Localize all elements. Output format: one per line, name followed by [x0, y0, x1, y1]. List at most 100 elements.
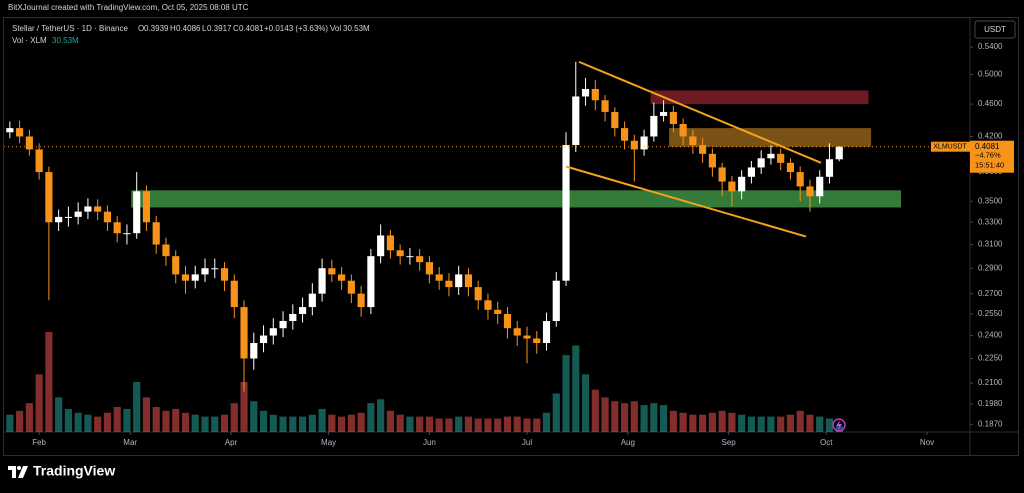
volume-bar — [777, 416, 785, 432]
candle-body — [767, 153, 775, 159]
candle-body — [250, 343, 258, 359]
zone — [650, 90, 869, 105]
ohlc-value: 0.4086 — [176, 24, 201, 33]
candle-body — [484, 300, 492, 310]
ohlc-label: L — [202, 24, 207, 33]
candle-body — [669, 111, 677, 124]
y-tick-label: 0.3100 — [978, 240, 1003, 249]
candle-body — [562, 145, 570, 281]
zone — [131, 190, 902, 208]
volume-bar — [367, 403, 375, 432]
volume-bar — [630, 401, 638, 432]
candle-body — [757, 158, 765, 168]
candle-body — [16, 128, 24, 137]
volume-bar — [445, 418, 453, 432]
volume-bar — [347, 414, 355, 432]
x-tick-label: Jul — [522, 438, 532, 447]
candle-body — [620, 128, 629, 141]
ohlc-value: 0.3917 — [207, 24, 232, 33]
x-tick-label: Nov — [920, 438, 934, 447]
volume-bar — [572, 345, 580, 432]
volume-bar — [796, 410, 804, 432]
volume-bar — [308, 414, 316, 432]
volume-bar — [201, 416, 209, 432]
volume-bar — [650, 403, 658, 432]
volume-bar — [113, 407, 121, 432]
lightning-bolt — [836, 420, 842, 430]
volume-bar — [318, 408, 326, 432]
candle-body — [630, 140, 638, 150]
currency[interactable]: USDT — [984, 25, 1006, 34]
volume-bar — [16, 410, 24, 432]
candle-body — [708, 153, 716, 168]
volume-bar — [747, 416, 755, 432]
candle-body — [386, 235, 394, 251]
candle-body — [298, 307, 307, 314]
candle-body — [230, 280, 238, 308]
candle-body — [738, 176, 746, 192]
volume-bar — [640, 405, 648, 432]
candle-body — [777, 153, 785, 163]
candle-body — [513, 328, 521, 336]
x-tick-label: Jun — [423, 438, 436, 447]
volume-bar — [230, 403, 238, 432]
volume-bar — [484, 418, 492, 432]
volume-bar — [103, 412, 112, 432]
volume-bar — [581, 374, 590, 432]
lightning-icon[interactable] — [832, 418, 846, 432]
volume-bar — [611, 401, 619, 432]
candle-body — [796, 172, 804, 187]
volume-bar — [786, 414, 795, 432]
candle-body — [825, 159, 834, 177]
candle-body — [133, 191, 141, 234]
trend-line — [578, 60, 822, 164]
ohlc-value: 0.3939 — [144, 24, 169, 33]
volume-bar — [425, 416, 433, 432]
volume-bar — [503, 416, 512, 432]
volume-bar — [523, 418, 531, 432]
volume-bar — [25, 403, 33, 432]
price-tag-symbol: XLMUSDT — [933, 144, 967, 151]
x-tick-label: Feb — [32, 438, 46, 447]
volume-bar — [738, 414, 746, 432]
x-tick-label: May — [321, 438, 336, 447]
volume-bar — [338, 416, 346, 432]
volume-bar — [806, 414, 814, 432]
candle-body — [728, 181, 736, 192]
volume-bar — [279, 416, 287, 432]
candle-body — [806, 186, 814, 197]
y-tick-label: 0.1980 — [978, 399, 1003, 408]
candle-body — [328, 268, 336, 275]
currency-box[interactable] — [974, 20, 1016, 39]
candle-body — [650, 115, 658, 137]
volume-bar — [718, 410, 726, 432]
candle-body — [523, 335, 531, 339]
candle-body — [747, 167, 755, 177]
candle-body — [494, 309, 502, 314]
candle-body — [289, 313, 297, 322]
volume-bar — [386, 410, 394, 432]
volume-bar — [123, 408, 131, 432]
candle-body — [396, 250, 404, 257]
candle-body — [338, 274, 346, 281]
volume-name: Vol · XLM — [12, 36, 47, 45]
candle-body — [640, 136, 648, 150]
candle-body — [35, 149, 43, 173]
candle-body — [279, 321, 287, 329]
candle-body — [103, 211, 112, 223]
candle-body — [786, 162, 795, 173]
candle-body — [816, 176, 824, 197]
volume-bar — [474, 418, 482, 432]
candle-body — [162, 244, 170, 257]
volume-bar — [45, 332, 53, 432]
candle-body — [601, 100, 609, 112]
candle-body — [425, 262, 433, 275]
y-tick-label: 0.4600 — [978, 99, 1003, 108]
volume-bar — [542, 412, 551, 432]
candle-body — [377, 235, 385, 257]
candle-body — [308, 293, 316, 308]
volume-bar — [220, 414, 229, 432]
candle-body — [572, 96, 580, 146]
volume-bar — [142, 397, 151, 432]
